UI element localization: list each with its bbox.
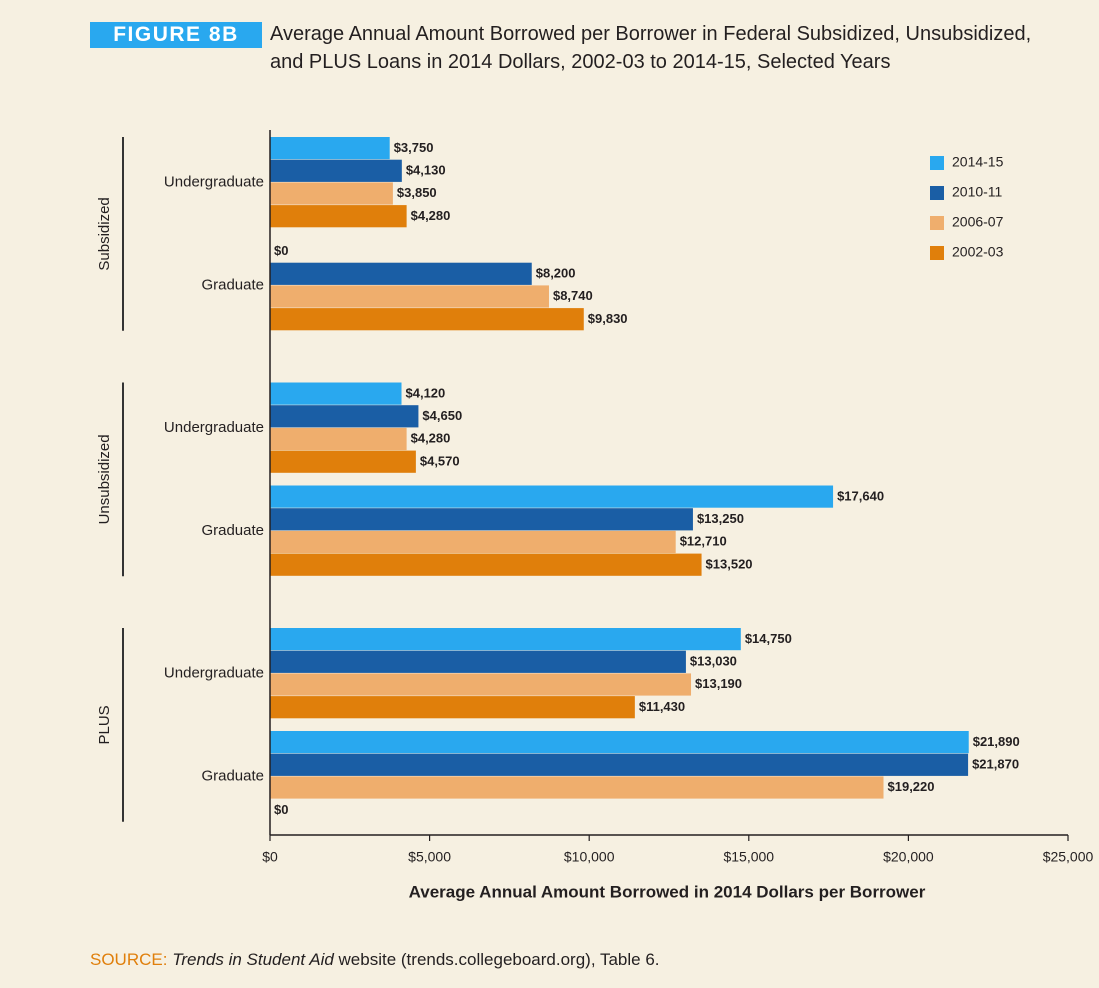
- bar: [270, 696, 635, 719]
- category-label: Undergraduate: [164, 419, 264, 436]
- value-label: $3,850: [397, 185, 437, 200]
- bar: [270, 405, 419, 428]
- bar: [270, 673, 692, 696]
- bar: [270, 308, 584, 331]
- value-label: $13,190: [695, 676, 742, 691]
- value-label: $11,430: [639, 699, 685, 714]
- category-label: Graduate: [201, 522, 264, 539]
- chart-title: Average Annual Amount Borrowed per Borro…: [270, 23, 1032, 73]
- bar: [270, 753, 969, 776]
- value-label: $13,250: [697, 511, 744, 526]
- x-tick-label: $10,000: [564, 849, 615, 865]
- category-label: Undergraduate: [164, 173, 264, 190]
- bar: [270, 485, 834, 508]
- value-label: $4,570: [420, 453, 460, 468]
- bar: [270, 285, 549, 308]
- bar: [270, 262, 532, 285]
- value-label: $4,130: [406, 162, 446, 177]
- value-label: $13,520: [706, 556, 753, 571]
- legend-label: 2002-03: [952, 244, 1004, 260]
- source-label: SOURCE:: [90, 950, 168, 969]
- x-axis-title: Average Annual Amount Borrowed in 2014 D…: [409, 882, 926, 901]
- bar: [270, 182, 393, 205]
- x-tick-label: $5,000: [408, 849, 451, 865]
- group-label: PLUS: [96, 705, 113, 744]
- legend-label: 2006-07: [952, 214, 1004, 230]
- group-label: Subsidized: [96, 197, 113, 270]
- legend-label: 2014-15: [952, 154, 1004, 170]
- x-tick-label: $20,000: [883, 849, 934, 865]
- value-label: $13,030: [690, 653, 737, 668]
- bar: [270, 159, 402, 182]
- value-label: $3,750: [394, 140, 434, 155]
- group-label: Unsubsidized: [96, 434, 113, 524]
- value-label: $0: [274, 802, 288, 817]
- bar: [270, 450, 416, 473]
- bar: [270, 508, 693, 531]
- value-label: $0: [274, 243, 288, 258]
- bar: [270, 137, 390, 160]
- value-label: $4,650: [422, 408, 462, 423]
- legend-swatch: [930, 186, 944, 200]
- value-label: $4,120: [406, 385, 446, 400]
- bar: [270, 731, 969, 754]
- bar: [270, 205, 407, 228]
- category-label: Graduate: [201, 276, 264, 293]
- value-label: $21,890: [973, 734, 1020, 749]
- source: SOURCE: Trends in Student Aid website (t…: [90, 950, 660, 970]
- bar: [270, 553, 702, 576]
- value-label: $17,640: [837, 488, 884, 503]
- value-label: $8,200: [536, 265, 576, 280]
- value-label: $12,710: [680, 534, 727, 549]
- x-tick-label: $25,000: [1043, 849, 1094, 865]
- value-label: $21,870: [972, 756, 1019, 771]
- category-label: Graduate: [201, 767, 264, 784]
- bar: [270, 650, 686, 673]
- bar: [270, 776, 884, 799]
- value-label: $19,220: [888, 779, 935, 794]
- source-text: website (trends.collegeboard.org), Table…: [338, 950, 660, 969]
- figure-label: FIGURE 8B: [90, 22, 262, 48]
- value-label: $4,280: [411, 208, 451, 223]
- legend-swatch: [930, 156, 944, 170]
- category-label: Undergraduate: [164, 664, 264, 681]
- value-label: $8,740: [553, 288, 593, 303]
- bar: [270, 530, 676, 554]
- legend-swatch: [930, 246, 944, 260]
- x-tick-label: $15,000: [723, 849, 774, 865]
- legend-label: 2010-11: [952, 184, 1003, 200]
- bar: [270, 382, 402, 405]
- x-tick-label: $0: [262, 849, 278, 865]
- legend-swatch: [930, 216, 944, 230]
- source-title: Trends in Student Aid: [172, 950, 334, 969]
- value-label: $9,830: [588, 311, 628, 326]
- value-label: $14,750: [745, 631, 792, 646]
- bar: [270, 628, 741, 651]
- bar: [270, 427, 407, 451]
- value-label: $4,280: [411, 431, 451, 446]
